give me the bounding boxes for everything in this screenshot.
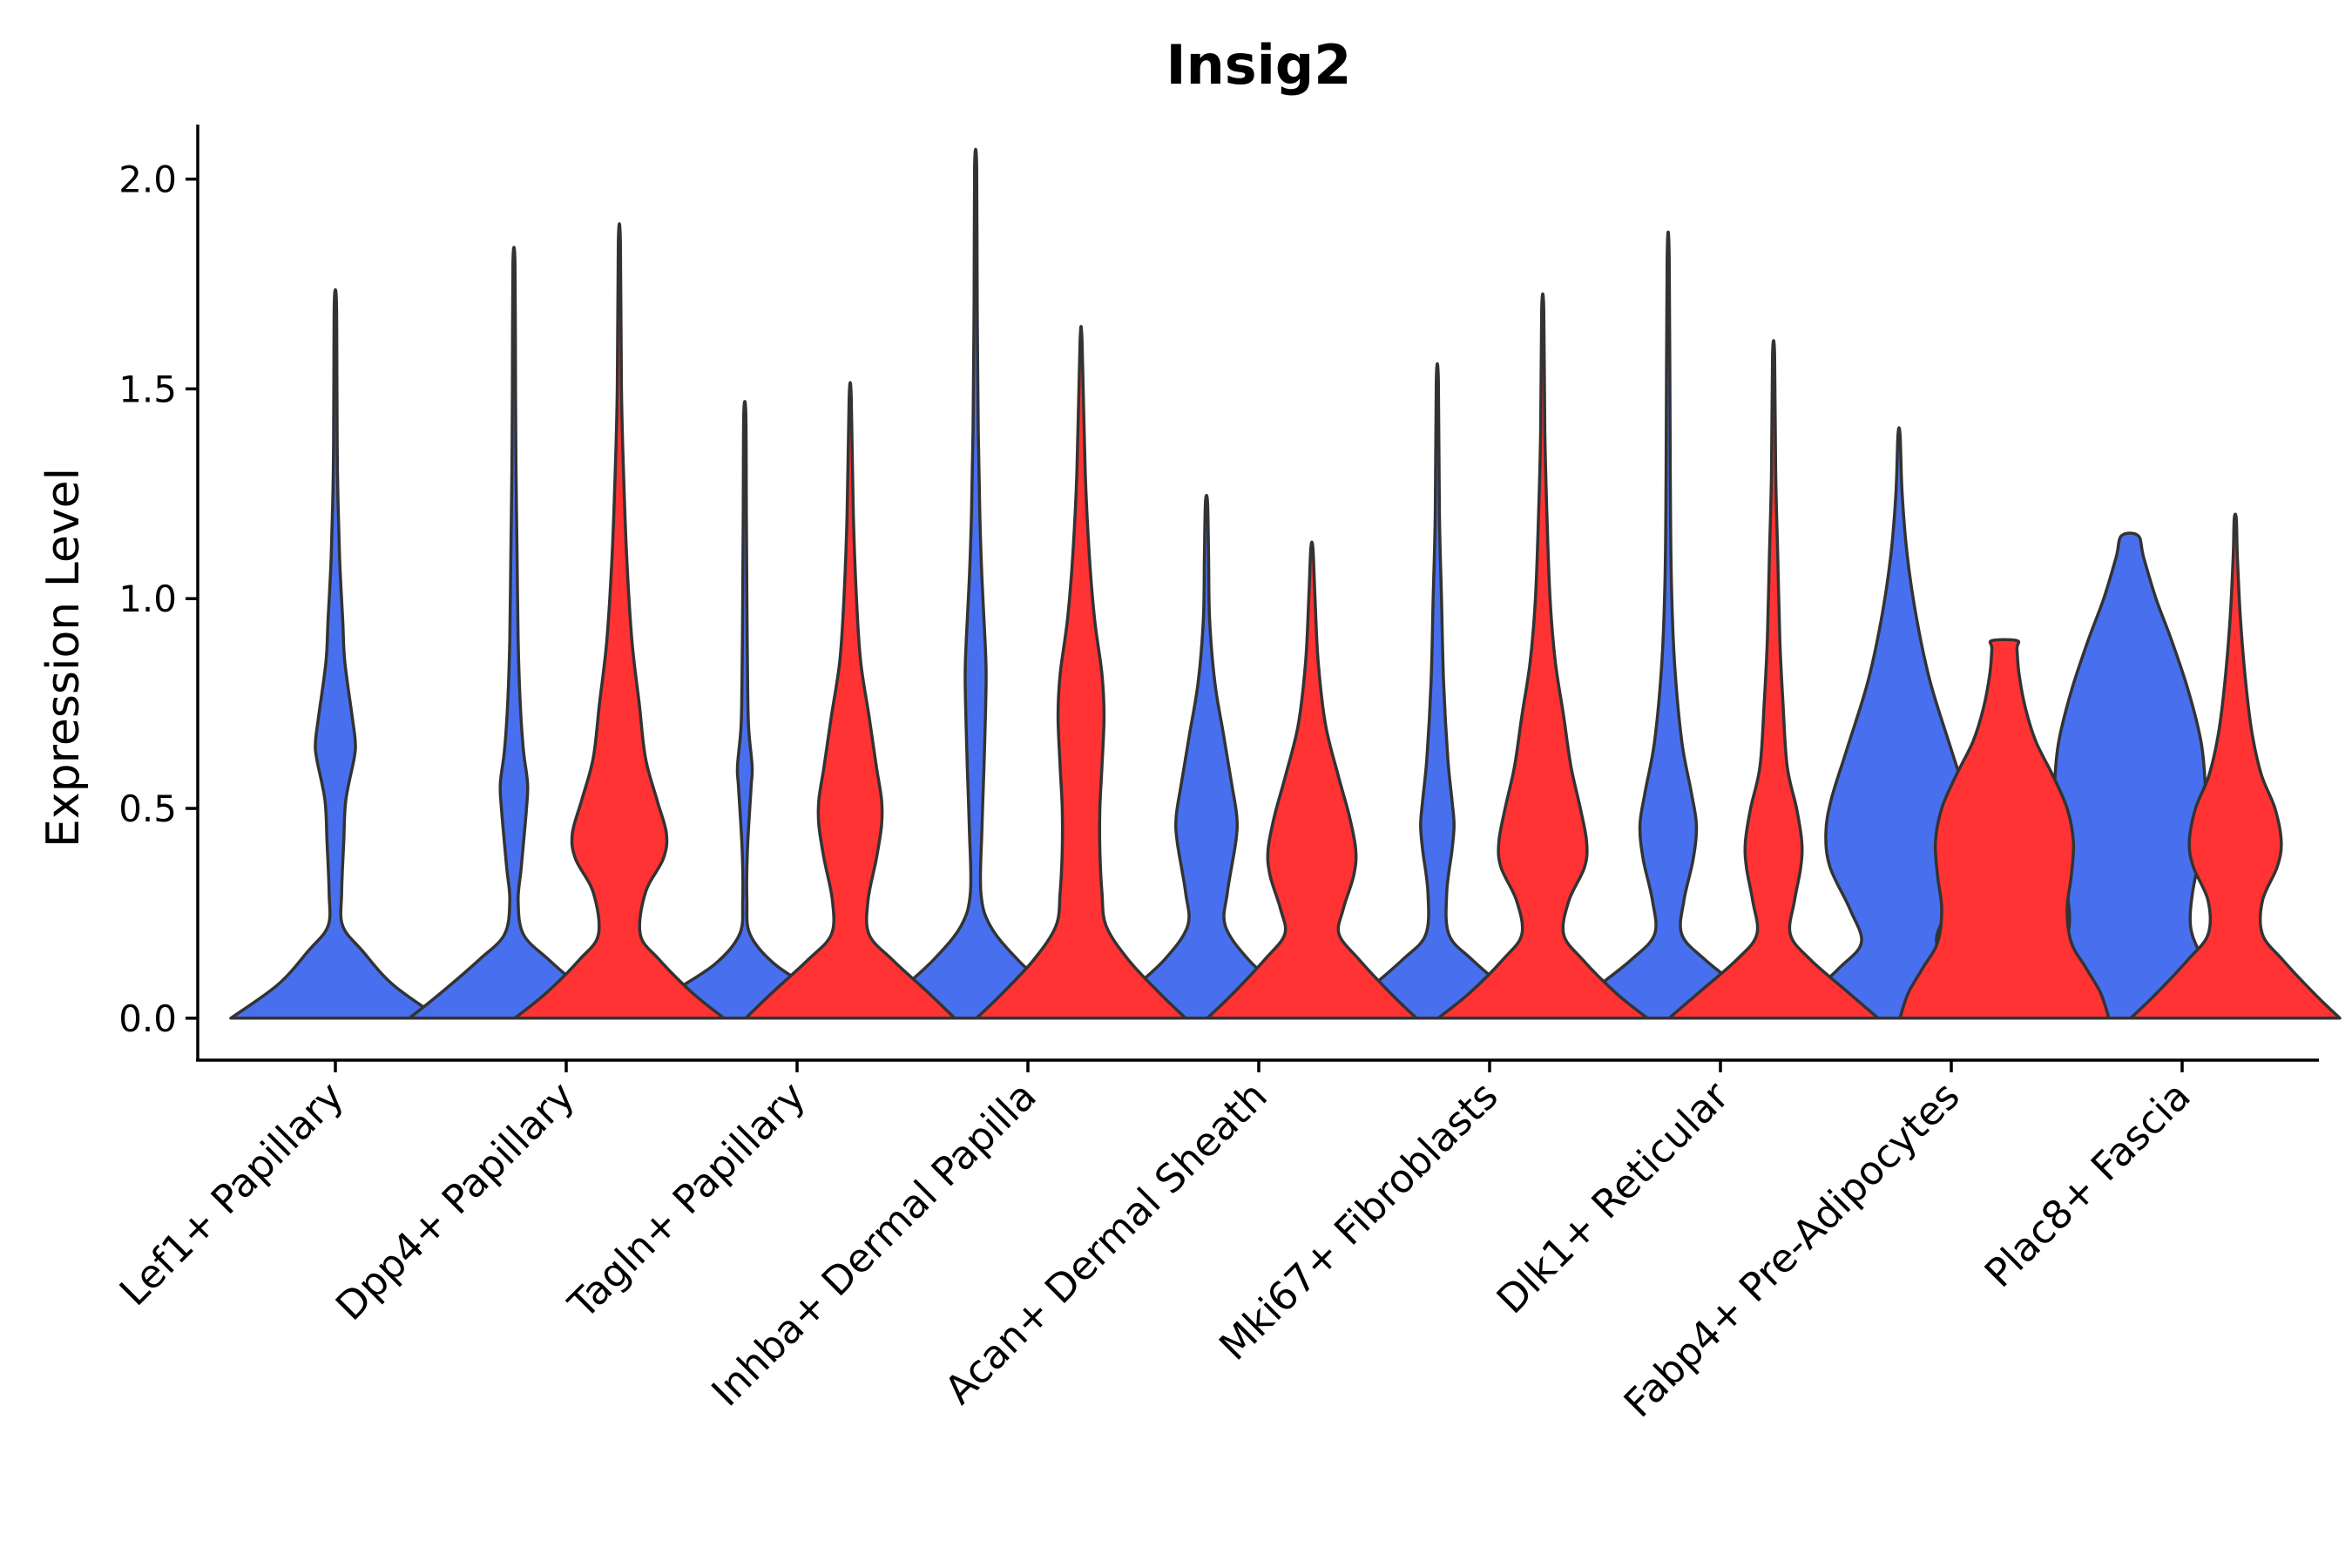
violin-blue [1100,493,1313,1020]
category-label: Dpp4+ Papillary [327,1072,584,1329]
violin-red [975,325,1187,1020]
y-tick-label: 1.0 [118,578,177,620]
y-tick-label: 2.0 [118,159,177,201]
category-label: Dlk1+ Reticular [1488,1072,1738,1322]
violin-blue [229,287,442,1020]
y-tick-label: 1.5 [118,368,177,410]
violin-red [1898,638,2111,1020]
y-axis-label: Expression Level [37,468,90,848]
violin-blue [639,400,851,1020]
violin-blue [869,147,1082,1020]
violin-red [1667,339,1880,1020]
category-label: Lef1+ Papillary [111,1072,353,1315]
violin-red [513,222,726,1020]
violin-blue [408,246,620,1020]
violin-blue [1562,230,1774,1020]
category-label: Tagln+ Papillary [559,1072,814,1328]
category-label: Plac8+ Fascia [1976,1072,2200,1296]
violin-red [2129,512,2342,1020]
y-tick-label: 0.5 [118,787,177,830]
violin-blue [1331,362,1544,1020]
violin-red [1436,292,1649,1020]
chart-title: Insig2 [1166,33,1352,97]
violin-red [1206,540,1418,1020]
violins-layer [229,147,2342,1020]
y-tick-label: 0.0 [118,997,177,1040]
violin-red [744,381,956,1020]
y-ticks-layer: 0.0 0.5 1.0 1.5 2.0 [118,159,198,1040]
